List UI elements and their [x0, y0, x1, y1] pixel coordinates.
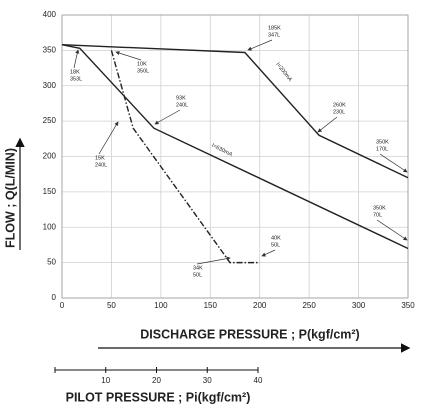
- annotation-arrow: [154, 109, 181, 125]
- annotation: 70L: [373, 212, 382, 218]
- y-axis-label: FLOW ; Q(L/MIN): [3, 148, 17, 248]
- x-tick-label: 300: [352, 301, 366, 310]
- annotation-arrow: [98, 121, 119, 155]
- annotation: 18K: [70, 69, 80, 75]
- annotation-arrow: [317, 116, 338, 133]
- annotation: 50L: [193, 272, 202, 278]
- annotation: 93K: [176, 95, 186, 101]
- y-tick-label: 100: [43, 222, 57, 231]
- annotation: 40K: [271, 235, 281, 241]
- line-label: I=200mA: [274, 62, 293, 83]
- x-tick-label: 250: [302, 301, 316, 310]
- annotation: 347L: [268, 32, 280, 38]
- annotation: 260K: [333, 102, 346, 108]
- x-tick-label: 50: [107, 301, 116, 310]
- annotation: 240L: [176, 102, 188, 108]
- annotation: 350K: [376, 139, 389, 145]
- y-tick-label: 250: [43, 116, 57, 125]
- pilot-axis-label: PILOT PRESSURE ; Pi(kgf/cm²): [66, 390, 251, 404]
- annotation-arrow: [73, 49, 80, 69]
- annotation-arrow: [247, 39, 273, 51]
- series-line: [61, 44, 409, 250]
- annotation: 34K: [193, 265, 203, 271]
- x-tick-label: 100: [154, 301, 168, 310]
- annotation: 240L: [95, 162, 107, 168]
- annotation-arrow: [261, 249, 276, 257]
- annotation: 230L: [333, 109, 345, 115]
- pilot-tick-label: 10: [101, 376, 110, 385]
- annotation-arrow: [115, 51, 142, 61]
- y-tick-label: 0: [52, 293, 57, 302]
- annotation: 170L: [376, 146, 388, 152]
- y-tick-label: 150: [43, 187, 57, 196]
- plot-frame: [61, 14, 409, 299]
- annotation: 10K: [137, 61, 147, 67]
- x-tick-label: 150: [204, 301, 218, 310]
- annotation: 350K: [373, 205, 386, 211]
- annotation-arrow: [379, 153, 408, 173]
- series-line: [110, 50, 260, 264]
- annotation: 15K: [95, 155, 105, 161]
- pilot-tick-label: 20: [152, 376, 161, 385]
- x-tick-label: 0: [60, 301, 65, 310]
- annotation: 350L: [137, 68, 149, 74]
- series-line: [61, 44, 409, 179]
- annotation-arrow: [196, 256, 231, 265]
- annotation-arrow: [376, 219, 408, 241]
- pilot-tick-label: 30: [203, 376, 212, 385]
- y-tick-label: 400: [43, 10, 57, 19]
- y-tick-label: 200: [43, 152, 57, 161]
- x-tick-label: 350: [401, 301, 415, 310]
- annotation: 185K: [268, 25, 281, 31]
- y-tick-label: 350: [43, 45, 57, 54]
- pilot-tick-label: 40: [254, 376, 263, 385]
- x-axis-label: DISCHARGE PRESSURE ; P(kgf/cm²): [140, 327, 359, 341]
- y-tick-label: 50: [47, 258, 56, 267]
- annotation: 353L: [70, 76, 82, 82]
- annotation: 50L: [271, 242, 280, 248]
- y-tick-label: 300: [43, 81, 57, 90]
- x-tick-label: 200: [253, 301, 267, 310]
